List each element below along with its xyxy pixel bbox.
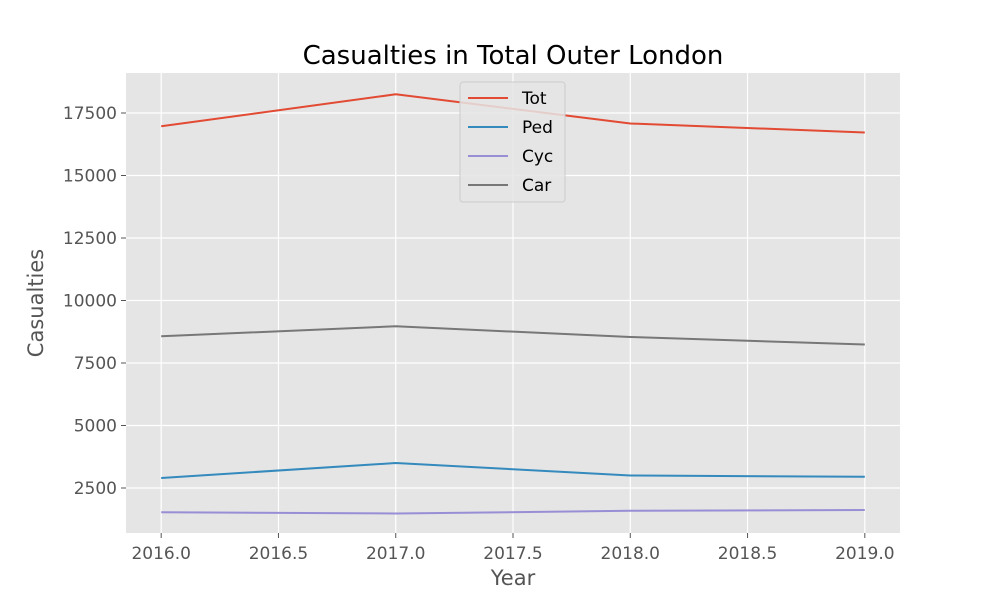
y-tick-label: 2500 bbox=[74, 479, 117, 499]
legend-box bbox=[459, 81, 566, 203]
x-tick-label: 2016.0 bbox=[131, 544, 190, 564]
series-line-ped bbox=[161, 462, 865, 479]
x-tick-label: 2016.5 bbox=[249, 544, 308, 564]
y-tick-label: 10000 bbox=[63, 292, 117, 312]
series-line-car bbox=[161, 325, 865, 346]
y-tick-label: 5000 bbox=[74, 417, 117, 437]
y-tick-label: 12500 bbox=[63, 229, 117, 249]
y-axis-label: Casualties bbox=[24, 249, 48, 357]
y-tick-label: 17500 bbox=[63, 104, 117, 124]
chart-title: Casualties in Total Outer London bbox=[303, 41, 724, 71]
legend-label-cyc: Cyc bbox=[522, 147, 553, 167]
legend-label-tot: Tot bbox=[521, 89, 547, 109]
legend-label-ped: Ped bbox=[522, 118, 553, 138]
legend-label-car: Car bbox=[522, 176, 551, 196]
y-tick-label: 15000 bbox=[63, 167, 117, 187]
x-tick-label: 2017.0 bbox=[366, 544, 425, 564]
x-axis-label: Year bbox=[490, 566, 536, 590]
y-axis-ticks: 2500 5000 7500 10000 12500 15000 17500 bbox=[63, 104, 126, 499]
x-tick-label: 2018.0 bbox=[601, 544, 660, 564]
x-tick-label: 2018.5 bbox=[718, 544, 777, 564]
x-tick-label: 2017.5 bbox=[483, 544, 542, 564]
series-line-cyc bbox=[161, 509, 865, 515]
y-tick-label: 7500 bbox=[74, 354, 117, 374]
legend: Tot Ped Cyc Car bbox=[459, 81, 566, 203]
x-axis-ticks: 2016.0 2016.5 2017.0 2017.5 2018.0 2018.5 2019… bbox=[131, 533, 895, 564]
x-tick-label: 2019.0 bbox=[835, 544, 894, 564]
